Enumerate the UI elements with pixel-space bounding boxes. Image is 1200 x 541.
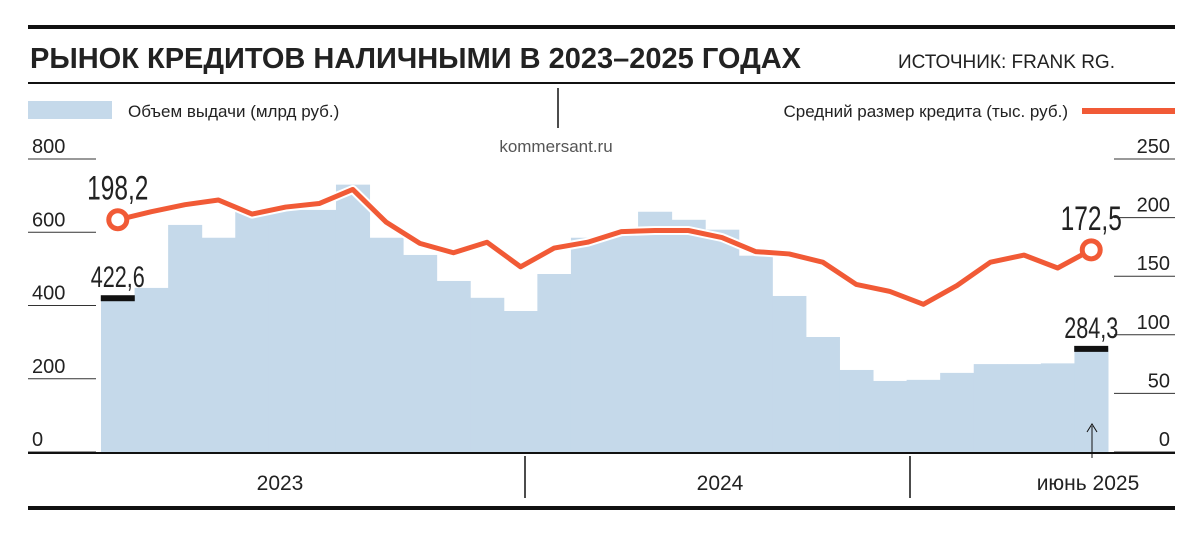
bar-value-marker — [100, 295, 135, 302]
y-tick-label: 800 — [32, 136, 65, 158]
line-series — [117, 186, 1093, 307]
bar — [705, 229, 740, 452]
bar — [973, 364, 1008, 452]
y2-tick-label: 100 — [1137, 312, 1170, 334]
chart-title: РЫНОК КРЕДИТОВ НАЛИЧНЫМИ В 2023–2025 ГОД… — [30, 43, 802, 75]
bar — [436, 280, 471, 452]
bar — [839, 369, 874, 452]
bar — [604, 232, 639, 452]
title-rule — [28, 82, 1175, 84]
y-tick-label: 600 — [32, 209, 65, 231]
bar — [537, 274, 572, 452]
y2-tick-label: 50 — [1148, 370, 1170, 392]
y2-tick-label: 200 — [1137, 195, 1170, 217]
legend-label: Объем выдачи (млрд руб.) — [128, 102, 339, 121]
watermark: kommersant.ru — [499, 137, 612, 156]
bar-value-marker — [1074, 345, 1109, 352]
bar — [805, 336, 840, 452]
bar — [671, 219, 706, 452]
period-label: июнь 2025 — [1037, 472, 1140, 495]
bar — [134, 287, 169, 452]
bottom-rule — [28, 506, 1175, 510]
arrow-head — [1086, 423, 1098, 433]
bar — [906, 379, 941, 452]
bar — [1074, 347, 1109, 452]
bar — [873, 380, 908, 452]
bar — [302, 209, 337, 452]
bar — [335, 184, 371, 452]
bar — [1007, 364, 1042, 452]
bar — [470, 297, 505, 452]
bar — [1040, 363, 1075, 452]
y-tick-label: 0 — [32, 429, 43, 451]
bar — [503, 310, 538, 452]
top-rule — [28, 25, 1175, 29]
y-tick-label: 200 — [32, 356, 65, 378]
period-label: 2024 — [697, 472, 744, 495]
line-value-label: 198,2 — [87, 170, 148, 208]
period-label: 2023 — [257, 472, 304, 495]
bar — [570, 237, 605, 452]
bar — [101, 297, 136, 452]
legend-swatch-line — [1082, 108, 1175, 114]
line-value-label: 172,5 — [1061, 200, 1122, 238]
y2-tick-label: 150 — [1137, 253, 1170, 275]
source: ИСТОЧНИК: FRANK RG. — [898, 52, 1115, 73]
legend-swatch-bar — [28, 101, 112, 119]
bar — [369, 237, 404, 452]
bar — [201, 237, 236, 452]
bar-value-label: 284,3 — [1064, 310, 1118, 344]
bar — [268, 209, 303, 452]
bar — [168, 224, 203, 452]
legend-label: Средний размер кредита (тыс. руб.) — [783, 102, 1068, 121]
bar — [772, 295, 807, 452]
y2-tick-label: 0 — [1159, 429, 1170, 451]
line-marker — [1079, 238, 1103, 262]
y-tick-label: 400 — [32, 283, 65, 305]
line-marker — [106, 208, 130, 232]
bar — [235, 211, 270, 452]
bar — [940, 372, 975, 452]
bar — [403, 254, 438, 452]
bar-value-label: 422,6 — [91, 260, 145, 294]
bar — [738, 255, 773, 452]
bar — [638, 211, 673, 452]
y2-tick-label: 250 — [1137, 136, 1170, 158]
